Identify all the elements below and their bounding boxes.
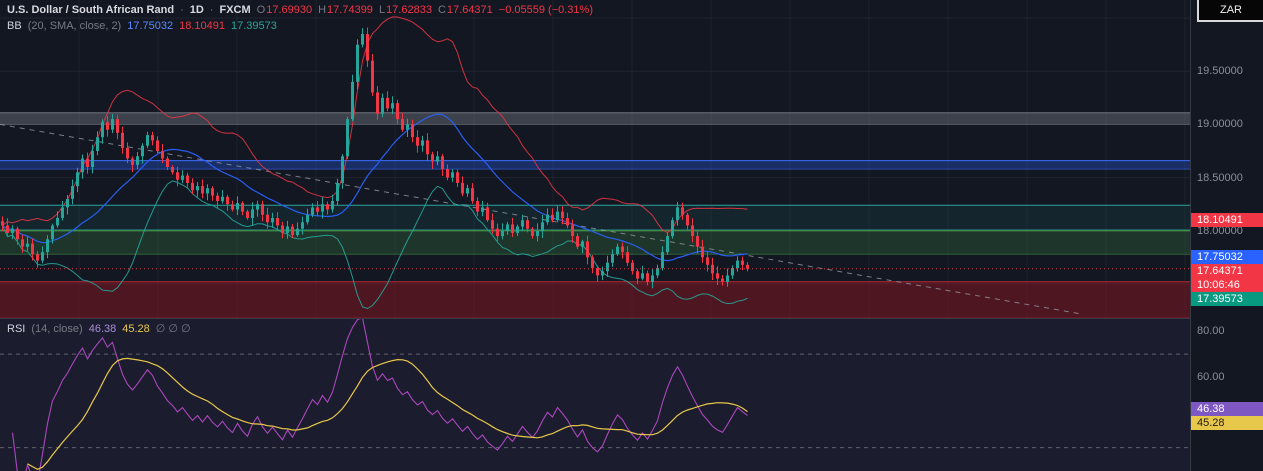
high-value: 17.74399 <box>327 4 373 16</box>
price-scale[interactable]: ZAR 19.50000 19.00000 18.50000 18.00000 18.1… <box>1190 0 1263 471</box>
rsi-indicator-chart[interactable] <box>0 319 1190 471</box>
ohlc-low: L 17.62833 <box>379 3 432 17</box>
bb-lower-value: 17.39573 <box>231 20 277 32</box>
price-label-chip: 17.64371 <box>1191 264 1263 278</box>
bb-indicator-name[interactable]: BB <box>7 20 22 32</box>
axis-tick-label: 80.00 <box>1197 325 1225 337</box>
rsi-value-chip: 46.38 <box>1191 402 1263 416</box>
main-price-chart[interactable] <box>0 0 1190 318</box>
rsi-ma-value: 45.28 <box>122 323 150 335</box>
axis-tick-label: 18.00000 <box>1197 225 1243 237</box>
price-label-chip: 17.39573 <box>1191 292 1263 306</box>
symbol-legend-row: U.S. Dollar / South African Rand · 1D · … <box>7 3 593 17</box>
separator-dot: · <box>180 4 184 16</box>
chart-pane-column: U.S. Dollar / South African Rand · 1D · … <box>0 0 1190 471</box>
currency-axis-button[interactable]: ZAR <box>1197 0 1263 22</box>
rsi-indicator-name[interactable]: RSI <box>7 323 26 335</box>
ohlc-high: H 17.74399 <box>318 3 373 17</box>
symbol-title[interactable]: U.S. Dollar / South African Rand <box>7 4 175 16</box>
rsi-indicator-params: (14, close) <box>31 323 83 335</box>
change-value: −0.05559 (−0.31%) <box>498 4 593 16</box>
separator-dot: · <box>209 4 214 16</box>
open-letter: O <box>256 4 266 16</box>
close-letter: C <box>437 4 446 16</box>
bar-countdown-chip: 10:06:46 <box>1191 278 1263 292</box>
bb-basis-value: 17.75032 <box>127 20 174 32</box>
rsi-value-chip: 45.28 <box>1191 416 1263 430</box>
low-letter: L <box>378 4 386 16</box>
bb-indicator-params: (20, SMA, close, 2) <box>27 20 122 32</box>
rsi-value: 46.38 <box>88 323 117 335</box>
high-letter: H <box>318 4 327 16</box>
exchange-label[interactable]: FXCM <box>219 4 251 16</box>
axis-tick-label: 19.00000 <box>1197 118 1243 130</box>
price-label-chip: 17.75032 <box>1191 250 1263 264</box>
ohlc-open: O 17.69930 <box>257 3 312 17</box>
axis-tick-label: 60.00 <box>1197 371 1225 383</box>
axis-tick-label: 18.50000 <box>1197 172 1243 184</box>
timeframe-label[interactable]: 1D <box>189 4 204 16</box>
ohlc-close: C 17.64371 <box>438 3 493 17</box>
close-value: 17.64371 <box>446 4 493 16</box>
bb-upper-value: 18.10491 <box>179 20 226 32</box>
price-label-chip: 18.10491 <box>1191 213 1263 227</box>
bb-legend-row[interactable]: BB (20, SMA, close, 2) 17.75032 18.10491… <box>7 19 277 33</box>
open-value: 17.69930 <box>266 4 313 16</box>
low-value: 17.62833 <box>386 4 432 16</box>
rsi-legend-row[interactable]: RSI (14, close) 46.38 45.28 ∅ ∅ ∅ <box>7 322 191 336</box>
rsi-empty-values: ∅ ∅ ∅ <box>155 323 191 335</box>
axis-tick-label: 19.50000 <box>1197 65 1243 77</box>
pane-separator[interactable] <box>0 318 1190 319</box>
